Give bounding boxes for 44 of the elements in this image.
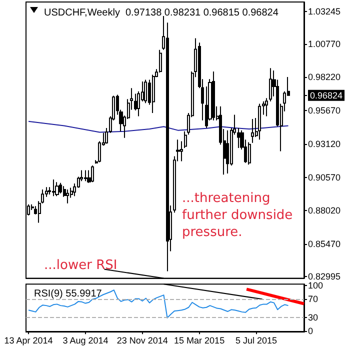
candlestick [212, 71, 215, 121]
candlestick [84, 170, 87, 182]
candlestick [269, 68, 272, 102]
x-tick-label: 23 Nov 2014 [116, 336, 168, 346]
candlestick [251, 118, 254, 144]
candlestick [66, 188, 69, 204]
y-tick-label: 0.85470 [308, 239, 341, 250]
y-tick-label: 0 [308, 326, 314, 336]
candlestick [184, 130, 187, 148]
candlestick [144, 79, 147, 104]
candlestick [159, 49, 162, 73]
y-tick-label: 70 [308, 294, 318, 304]
x-tick-label: 5 Jul 2015 [235, 336, 277, 346]
text: USDCHF,Weekly 0.97138 0.98231 0.96815 0.96824 [44, 8, 279, 18]
candlestick [265, 98, 268, 117]
chart-title: RSI(9) 55.9917 [34, 288, 102, 300]
y-tick-label: 1.00770 [308, 38, 341, 49]
y-tick-label: 0.88020 [308, 206, 341, 216]
annotation: ...threatening further downside pressure. [182, 191, 293, 240]
candlestick [55, 182, 59, 197]
y-tick-label: 30 [308, 312, 318, 322]
y-tick-label: 0.98220 [308, 72, 341, 82]
candlestick [180, 140, 183, 162]
candlestick [262, 100, 265, 116]
candlestick [226, 130, 229, 174]
y-tick-label: 0.95670 [308, 106, 341, 116]
candlestick [258, 103, 261, 140]
candlestick [248, 142, 251, 166]
annotation: ...lower RSI [44, 257, 118, 274]
x-tick-label: 3 Aug 2014 [62, 336, 108, 346]
candlestick [87, 170, 91, 184]
y-tick-label: 100 [308, 280, 324, 290]
line-series [28, 120, 289, 133]
candlestick [52, 179, 55, 197]
x-tick-label: 13 Apr 2014 [4, 336, 53, 346]
y-tick-label: 0.93120 [308, 138, 341, 149]
y-tick-label: 1.03245 [308, 6, 341, 16]
x-tick-label: 15 Mar 2015 [174, 336, 225, 346]
candlestick [59, 182, 62, 194]
y-tick-label: 0.90570 [308, 172, 341, 182]
y-tick-label: 0.96824 [310, 90, 343, 100]
line-series [28, 290, 289, 318]
y-tick-label: 0.82995 [308, 272, 341, 282]
candlestick [91, 165, 94, 183]
